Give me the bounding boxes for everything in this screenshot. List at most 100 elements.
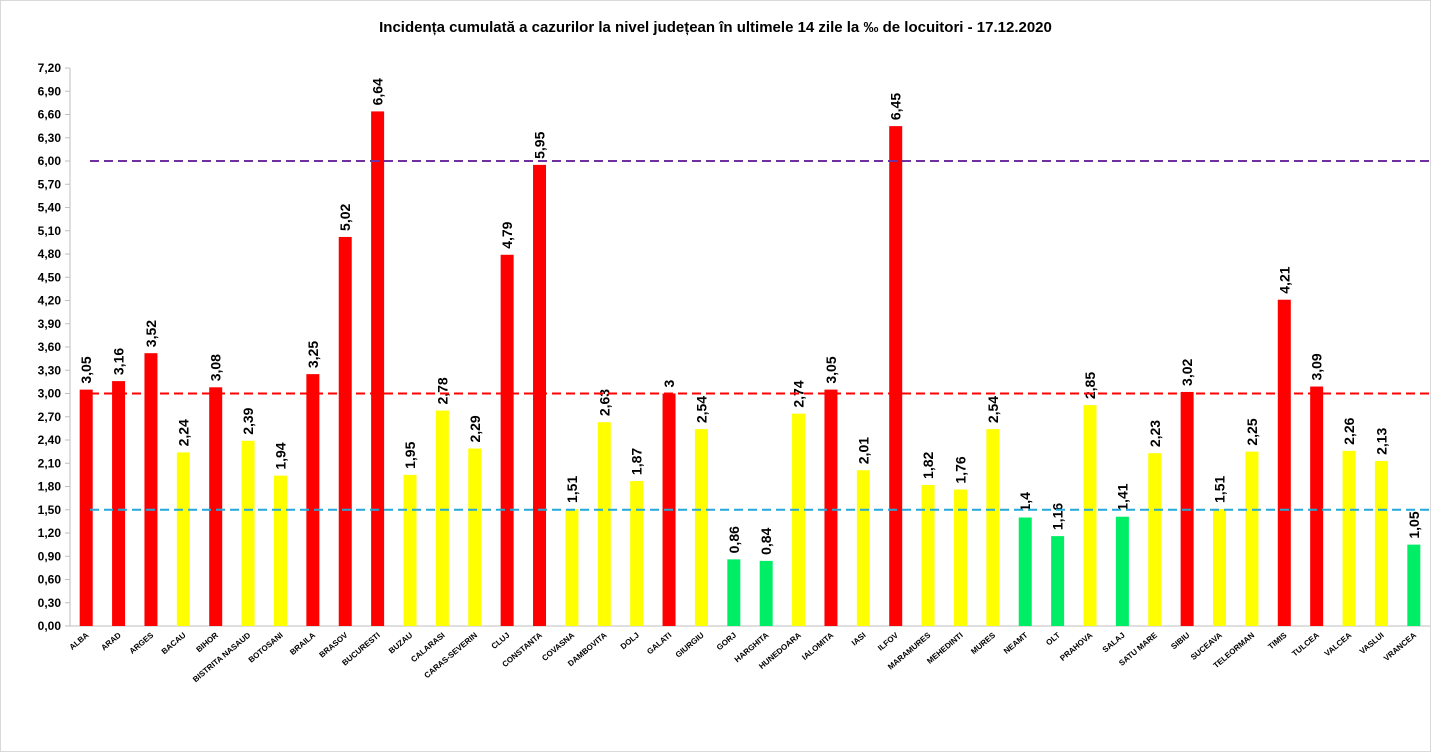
bar: [1407, 544, 1421, 626]
bar: [792, 413, 806, 626]
x-tick-label: BOTOSANI: [247, 631, 285, 665]
y-tick-label: 0,90: [38, 549, 62, 563]
y-tick-label: 2,70: [38, 410, 62, 424]
bar: [694, 429, 708, 626]
x-tick-label: DOLJ: [619, 631, 641, 652]
data-label: 0,86: [726, 526, 742, 553]
x-tick-label: VRANCEA: [1382, 630, 1418, 662]
data-label: 1,16: [1050, 503, 1066, 530]
data-label: 1,76: [952, 456, 968, 483]
bar: [1018, 517, 1032, 626]
x-tick-label: MEHEDINTI: [925, 631, 964, 666]
y-tick-label: 0,30: [38, 596, 62, 610]
bar: [306, 374, 320, 626]
y-tick-label: 4,20: [38, 294, 62, 308]
bar: [144, 353, 158, 626]
y-tick-label: 1,50: [38, 503, 62, 517]
data-label: 4,79: [499, 221, 515, 248]
bar: [986, 429, 1000, 626]
data-label: 3: [661, 380, 677, 388]
bar: [824, 389, 838, 626]
bar: [759, 560, 773, 626]
data-label: 2,85: [1082, 372, 1098, 399]
y-tick-label: 6,00: [38, 154, 62, 168]
bar: [856, 470, 870, 626]
bar: [630, 481, 644, 626]
data-label: 6,45: [888, 93, 904, 120]
y-tick-label: 6,90: [38, 84, 62, 98]
x-tick-label: BUZAU: [387, 630, 414, 655]
data-label: 2,01: [855, 437, 871, 464]
y-tick-label: 4,50: [38, 270, 62, 284]
bar: [1342, 450, 1356, 626]
y-tick-label: 5,10: [38, 224, 62, 238]
data-label: 2,23: [1147, 420, 1163, 447]
data-label: 1,95: [402, 441, 418, 468]
data-label: 2,54: [985, 396, 1001, 423]
x-tick-label: NEAMT: [1002, 631, 1030, 656]
x-tick-label: BACAU: [160, 630, 188, 656]
bar: [889, 126, 903, 626]
data-label: 2,26: [1341, 417, 1357, 444]
y-tick-label: 0,00: [38, 619, 62, 633]
bar: [371, 111, 385, 626]
bar: [338, 236, 352, 626]
data-label: 3,09: [1309, 353, 1325, 380]
bar: [727, 559, 741, 626]
x-tick-label: BRAILA: [288, 630, 317, 656]
bar: [565, 508, 579, 626]
x-tick-label: VASLUI: [1358, 631, 1386, 656]
data-label: 5,02: [337, 203, 353, 230]
x-tick-label: ALBA: [68, 630, 91, 651]
bar: [209, 387, 223, 626]
x-tick-label: ILFOV: [876, 630, 900, 652]
bar: [1051, 536, 1065, 626]
y-tick-label: 0,60: [38, 573, 62, 587]
y-tick-label: 6,30: [38, 131, 62, 145]
bar: [241, 440, 255, 626]
bar: [500, 254, 514, 626]
y-tick-label: 3,30: [38, 363, 62, 377]
bar: [468, 448, 482, 626]
bar: [403, 474, 417, 626]
data-label: 2,78: [434, 377, 450, 404]
y-tick-label: 2,10: [38, 456, 62, 470]
x-tick-label: TIMIS: [1266, 630, 1289, 651]
x-tick-label: PRAHOVA: [1058, 631, 1094, 663]
data-label: 2,29: [467, 415, 483, 442]
y-tick-label: 4,80: [38, 247, 62, 261]
bar: [597, 422, 611, 626]
data-label: 3,08: [208, 354, 224, 381]
y-tick-label: 7,20: [38, 61, 62, 75]
bar: [112, 381, 126, 626]
x-tick-label: GORJ: [715, 631, 738, 652]
data-label: 4,21: [1276, 266, 1292, 293]
x-tick-label: GIURGIU: [674, 631, 706, 660]
data-label: 0,84: [758, 527, 774, 554]
data-label: 1,94: [272, 442, 288, 469]
x-tick-label: GALATI: [645, 631, 673, 657]
y-tick-label: 5,70: [38, 177, 62, 191]
bar: [1083, 405, 1097, 626]
bar: [1115, 516, 1129, 626]
data-label: 1,51: [564, 476, 580, 503]
x-tick-label: IASI: [850, 631, 868, 648]
bar: [953, 489, 967, 626]
y-tick-label: 3,00: [38, 387, 62, 401]
data-label: 2,24: [175, 419, 191, 446]
x-tick-label: OLT: [1044, 631, 1062, 648]
x-tick-label: IALOMITA: [800, 631, 835, 663]
data-label: 3,16: [111, 348, 127, 375]
data-label: 2,39: [240, 407, 256, 434]
data-label: 3,05: [823, 356, 839, 383]
bar: [1310, 386, 1324, 626]
data-label: 1,4: [1017, 492, 1033, 512]
data-label: 3,25: [305, 341, 321, 368]
bar: [273, 475, 287, 626]
data-label: 1,51: [1212, 476, 1228, 503]
x-tick-label: MURES: [969, 630, 997, 656]
data-label: 6,64: [370, 78, 386, 105]
bar: [176, 452, 190, 626]
x-tick-label: ARGES: [128, 630, 156, 656]
